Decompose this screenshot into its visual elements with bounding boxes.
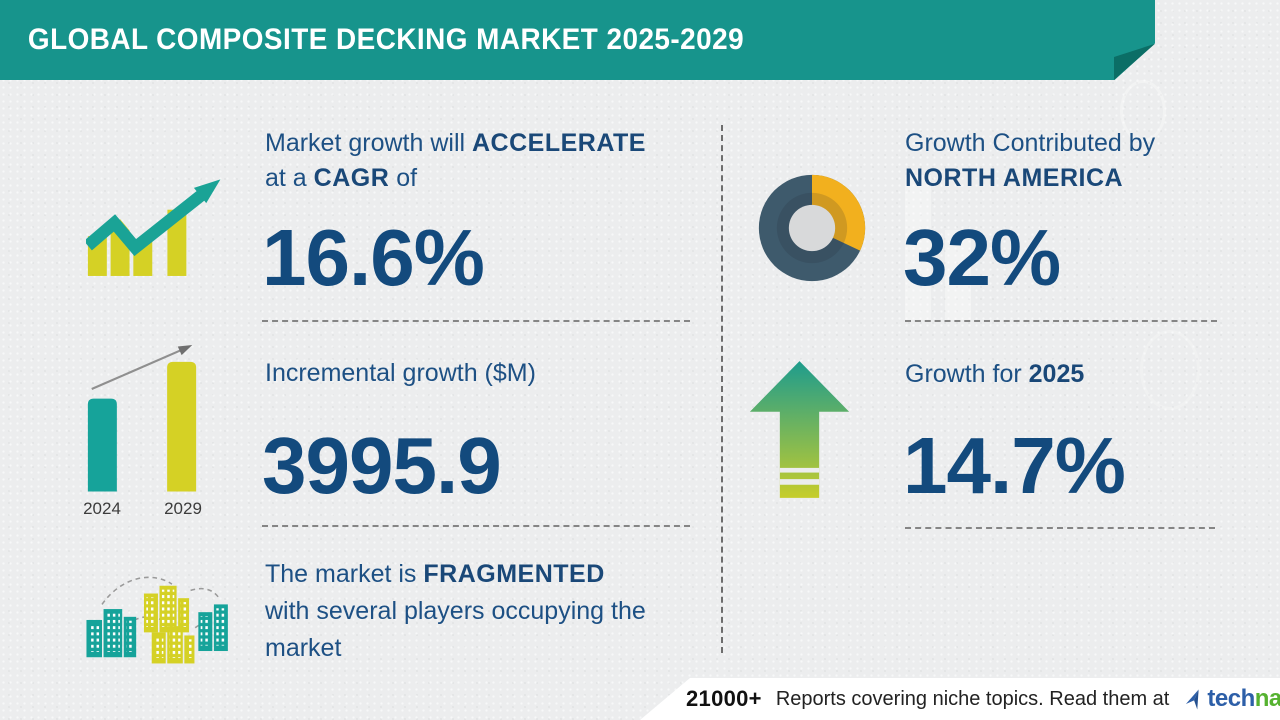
growth-up-arrow-icon	[749, 361, 850, 498]
growth-label: Growth for	[905, 360, 1029, 388]
technavio-logo: technavio™	[1185, 685, 1280, 713]
donut-chart-icon	[758, 174, 866, 282]
contribution-region: NORTH AMERICA	[905, 164, 1124, 192]
buildings-bottom-cluster	[151, 626, 195, 664]
cagr-text-cagr: CAGR	[313, 164, 390, 192]
page-title: GLOBAL COMPOSITE DECKING MARKET 2025-202…	[27, 23, 745, 56]
growth-value: 14.7%	[903, 421, 1126, 510]
separator-dashed	[905, 320, 1217, 322]
technavio-sail-icon	[1186, 689, 1200, 709]
structure-text-pre: The market is	[265, 560, 424, 588]
separator-dashed	[262, 320, 690, 322]
brand-navio: navio	[1254, 685, 1280, 712]
contribution-label: Growth Contributed by	[905, 129, 1156, 157]
incremental-growth-label: Incremental growth ($M)	[265, 359, 536, 387]
separator-dashed	[262, 525, 690, 527]
column-divider	[721, 125, 723, 653]
bar-year-end: 2029	[164, 499, 202, 518]
reports-count: 21000+	[686, 686, 762, 711]
bar-comparison-icon	[87, 345, 197, 492]
growth-year-statement: Growth for 2025	[905, 357, 1084, 392]
structure-text-rest: with several players occupying the marke…	[265, 597, 646, 662]
incremental-growth-value: 3995.9	[262, 421, 502, 510]
cagr-statement: Market growth will ACCELERATE at a CAGR …	[265, 126, 695, 196]
growth-year: 2025	[1028, 360, 1085, 388]
decor-circle	[1140, 330, 1200, 410]
buildings-left-cluster	[86, 609, 137, 658]
cagr-text-ata: at a	[265, 164, 314, 192]
bar-year-start: 2024	[83, 499, 121, 518]
footer-bar: 21000+ Reports covering niche topics. Re…	[640, 678, 1280, 720]
separator-dashed	[905, 527, 1215, 529]
cagr-text-of: of	[389, 164, 418, 192]
brand-tech: tech	[1207, 685, 1255, 712]
growth-trend-icon	[86, 179, 221, 276]
cagr-value: 16.6%	[262, 213, 485, 302]
header-banner: GLOBAL COMPOSITE DECKING MARKET 2025-202…	[0, 0, 1155, 80]
cagr-text-normal: Market growth will	[265, 129, 472, 157]
market-structure-statement: The market is FRAGMENTED with several pl…	[265, 556, 700, 667]
structure-text-fragmented: FRAGMENTED	[423, 560, 605, 588]
market-fragmentation-icon	[86, 576, 228, 664]
buildings-top-cluster	[143, 585, 190, 633]
buildings-right-cluster	[198, 604, 228, 652]
contribution-statement: Growth Contributed by NORTH AMERICA	[905, 126, 1265, 196]
contribution-value: 32%	[903, 213, 1061, 302]
footer-tagline: Reports covering niche topics. Read them…	[775, 687, 1170, 710]
cagr-text-accelerate: ACCELERATE	[472, 129, 646, 157]
